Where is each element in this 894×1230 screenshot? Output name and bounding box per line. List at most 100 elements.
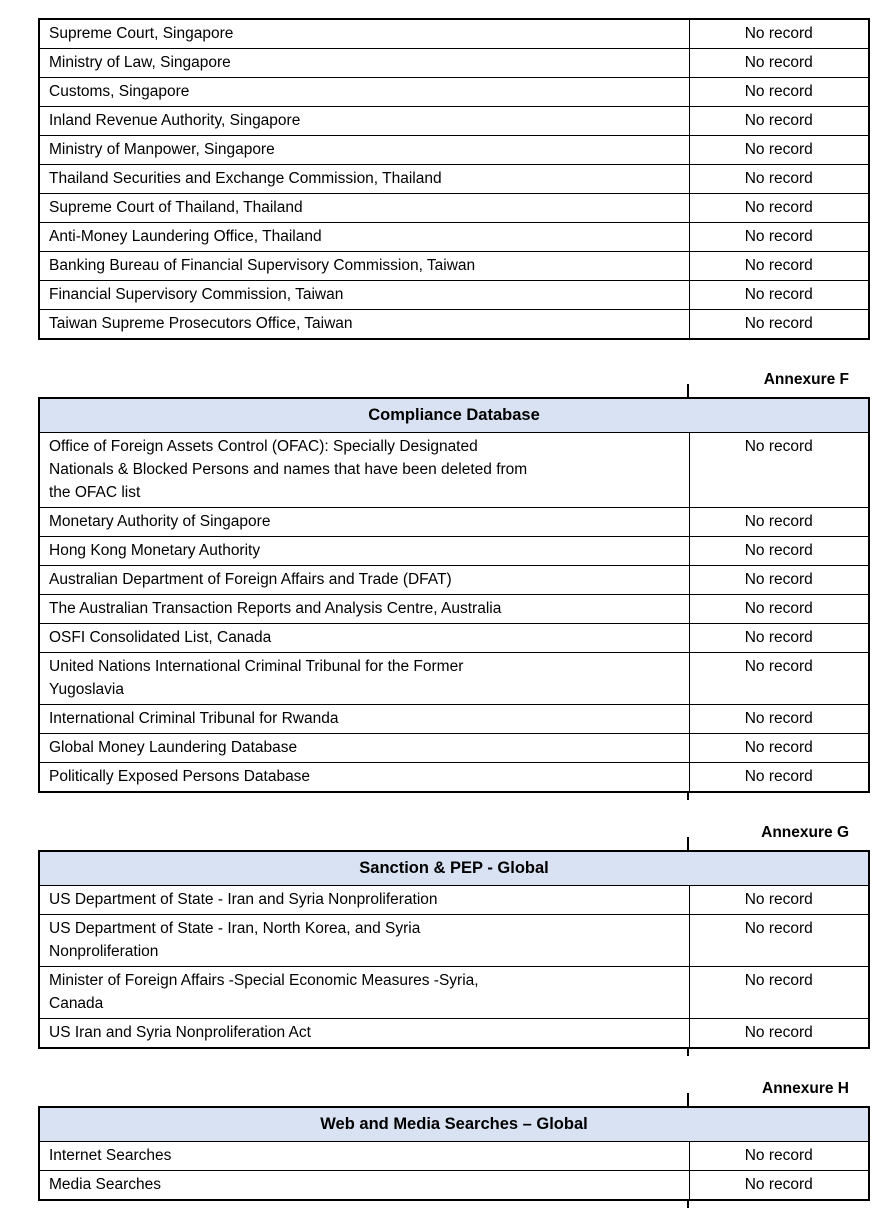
- table-row: Minister of Foreign Affairs -Special Eco…: [38, 966, 870, 1019]
- annexure-label-g: Annexure G: [761, 824, 849, 841]
- table-row: US Department of State - Iran and Syria …: [38, 885, 870, 915]
- table-row: Financial Supervisory Commission, Taiwan…: [38, 280, 870, 310]
- table-row: Australian Department of Foreign Affairs…: [38, 565, 870, 595]
- source-cell: Minister of Foreign Affairs -Special Eco…: [38, 966, 690, 1019]
- result-cell: No record: [688, 48, 870, 78]
- result-cell: No record: [688, 1170, 870, 1201]
- table-row: International Criminal Tribunal for Rwan…: [38, 704, 870, 734]
- table-section-compliance-database: Compliance Database Office of Foreign Ass…: [38, 384, 871, 800]
- source-cell: Thailand Securities and Exchange Commiss…: [38, 164, 690, 194]
- table-header-row: Sanction & PEP - Global: [38, 850, 870, 886]
- result-cell: No record: [688, 1018, 870, 1049]
- source-cell: Monetary Authority of Singapore: [38, 507, 690, 537]
- table-row: Inland Revenue Authority, Singapore No re…: [38, 106, 870, 136]
- result-cell: No record: [688, 280, 870, 310]
- table-row: Anti-Money Laundering Office, Thailand No…: [38, 222, 870, 252]
- table-title: Web and Media Searches – Global: [38, 1106, 870, 1142]
- result-cell: No record: [688, 309, 870, 340]
- source-cell: Australian Department of Foreign Affairs…: [38, 565, 690, 595]
- table-row: Customs, Singapore No record: [38, 77, 870, 107]
- source-cell: Anti-Money Laundering Office, Thailand: [38, 222, 690, 252]
- column-separator-stub: [687, 1201, 689, 1208]
- result-cell: No record: [688, 594, 870, 624]
- source-cell: United Nations International Criminal Tr…: [38, 652, 690, 705]
- source-cell: Office of Foreign Assets Control (OFAC):…: [38, 432, 690, 508]
- annexure-label-h: Annexure H: [762, 1080, 849, 1097]
- source-cell: Supreme Court, Singapore: [38, 18, 690, 49]
- source-cell: Customs, Singapore: [38, 77, 690, 107]
- result-cell: No record: [688, 914, 870, 967]
- source-cell: Banking Bureau of Financial Supervisory …: [38, 251, 690, 281]
- table-row: Internet Searches No record: [38, 1141, 870, 1171]
- table-row: Banking Bureau of Financial Supervisory …: [38, 251, 870, 281]
- source-cell: Global Money Laundering Database: [38, 733, 690, 763]
- table-row: Monetary Authority of Singapore No record: [38, 507, 870, 537]
- table-row: Hong Kong Monetary Authority No record: [38, 536, 870, 566]
- column-separator-stub: [687, 793, 689, 800]
- table-section-web-media-searches: Web and Media Searches – Global Internet …: [38, 1093, 871, 1208]
- sanction-pep-global-table: Sanction & PEP - Global US Department of …: [38, 850, 871, 1049]
- source-cell: US Iran and Syria Nonproliferation Act: [38, 1018, 690, 1049]
- result-cell: No record: [688, 565, 870, 595]
- table-title: Compliance Database: [38, 397, 870, 433]
- table-section-continuation: Supreme Court, Singapore No record Ministr…: [38, 18, 870, 340]
- table-section-sanction-pep: Sanction & PEP - Global US Department of …: [38, 837, 871, 1056]
- source-cell: Internet Searches: [38, 1141, 690, 1171]
- result-cell: No record: [688, 507, 870, 537]
- result-cell: No record: [688, 251, 870, 281]
- table-title: Sanction & PEP - Global: [38, 850, 870, 886]
- result-cell: No record: [688, 18, 870, 49]
- table-header-row: Compliance Database: [38, 397, 870, 433]
- result-cell: No record: [688, 135, 870, 165]
- result-cell: No record: [688, 536, 870, 566]
- table-row: Politically Exposed Persons Database No r…: [38, 762, 870, 793]
- column-separator-stub: [687, 837, 689, 850]
- table-row: US Iran and Syria Nonproliferation Act No…: [38, 1018, 870, 1049]
- result-cell: No record: [688, 164, 870, 194]
- source-cell: US Department of State - Iran, North Kor…: [38, 914, 690, 967]
- table-row: Thailand Securities and Exchange Commiss…: [38, 164, 870, 194]
- table-row: Global Money Laundering Database No recor…: [38, 733, 870, 763]
- source-cell: International Criminal Tribunal for Rwan…: [38, 704, 690, 734]
- result-cell: No record: [688, 193, 870, 223]
- source-cell: Ministry of Manpower, Singapore: [38, 135, 690, 165]
- result-cell: No record: [688, 623, 870, 653]
- table-row: The Australian Transaction Reports and A…: [38, 594, 870, 624]
- table-row: Office of Foreign Assets Control (OFAC):…: [38, 432, 870, 508]
- source-cell: OSFI Consolidated List, Canada: [38, 623, 690, 653]
- column-separator-stub: [687, 384, 689, 397]
- table-row: Ministry of Manpower, Singapore No record: [38, 135, 870, 165]
- table-row: United Nations International Criminal Tr…: [38, 652, 870, 705]
- table-row: Ministry of Law, Singapore No record: [38, 48, 870, 78]
- source-cell: Supreme Court of Thailand, Thailand: [38, 193, 690, 223]
- source-cell: Inland Revenue Authority, Singapore: [38, 106, 690, 136]
- source-cell: Hong Kong Monetary Authority: [38, 536, 690, 566]
- source-cell: The Australian Transaction Reports and A…: [38, 594, 690, 624]
- result-cell: No record: [688, 652, 870, 705]
- table-row: Supreme Court, Singapore No record: [38, 18, 870, 49]
- source-cell: Ministry of Law, Singapore: [38, 48, 690, 78]
- table-header-row: Web and Media Searches – Global: [38, 1106, 870, 1142]
- annexure-label-f: Annexure F: [763, 371, 849, 388]
- result-cell: No record: [688, 432, 870, 508]
- result-cell: No record: [688, 966, 870, 1019]
- result-cell: No record: [688, 704, 870, 734]
- result-cell: No record: [688, 885, 870, 915]
- source-cell: US Department of State - Iran and Syria …: [38, 885, 690, 915]
- source-cell: Financial Supervisory Commission, Taiwan: [38, 280, 690, 310]
- result-cell: No record: [688, 733, 870, 763]
- table-row: Taiwan Supreme Prosecutors Office, Taiwa…: [38, 309, 870, 340]
- table-row: Media Searches No record: [38, 1170, 870, 1201]
- column-separator-stub: [687, 1093, 689, 1106]
- result-cell: No record: [688, 1141, 870, 1171]
- table-row: OSFI Consolidated List, Canada No record: [38, 623, 870, 653]
- result-cell: No record: [688, 222, 870, 252]
- table-row: US Department of State - Iran, North Kor…: [38, 914, 870, 967]
- screening-results-table-continuation: Supreme Court, Singapore No record Ministr…: [38, 18, 870, 340]
- web-media-searches-global-table: Web and Media Searches – Global Internet …: [38, 1106, 871, 1201]
- column-separator-stub: [687, 1049, 689, 1056]
- result-cell: No record: [688, 106, 870, 136]
- source-cell: Politically Exposed Persons Database: [38, 762, 690, 793]
- source-cell: Taiwan Supreme Prosecutors Office, Taiwa…: [38, 309, 690, 340]
